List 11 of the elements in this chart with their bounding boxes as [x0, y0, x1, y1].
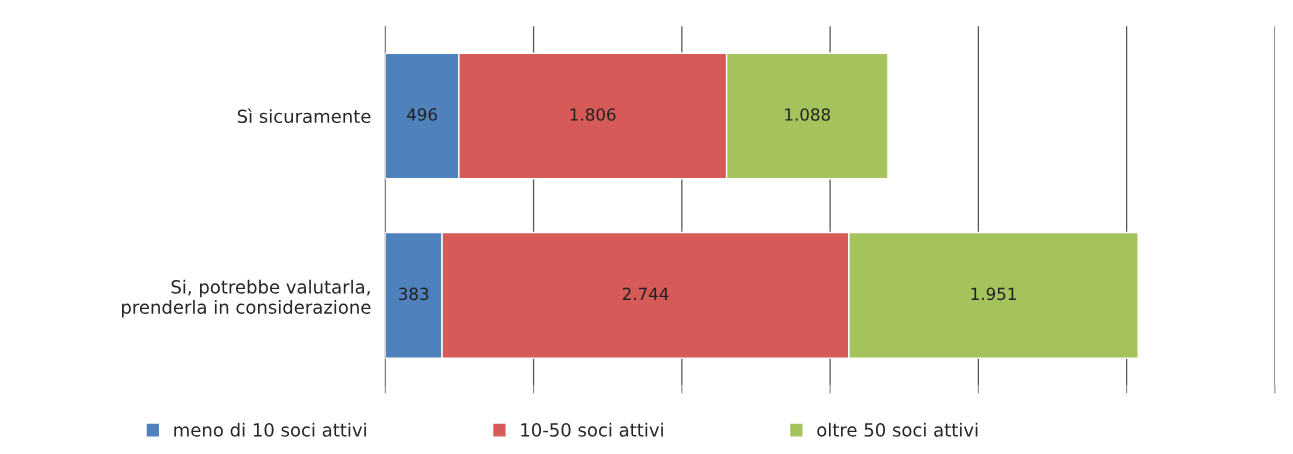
legend-label: 10-50 soci attivi: [521, 422, 663, 437]
legend-label: oltre 50 soci attivi: [817, 422, 978, 437]
y-tick-label: Si, potrebbe valutarla, prenderla in considerazione: [122, 279, 371, 318]
data-label: 496: [406, 108, 437, 121]
y-tick-label: Sì sicuramente: [237, 108, 371, 124]
legend-label: meno di 10 soci attivi: [174, 422, 366, 437]
data-label: 1.088: [785, 108, 830, 121]
data-label: 2.744: [622, 287, 669, 300]
data-label: 383: [399, 287, 429, 301]
data-label: 1.951: [971, 287, 1016, 301]
data-label: 1.806: [570, 108, 616, 121]
